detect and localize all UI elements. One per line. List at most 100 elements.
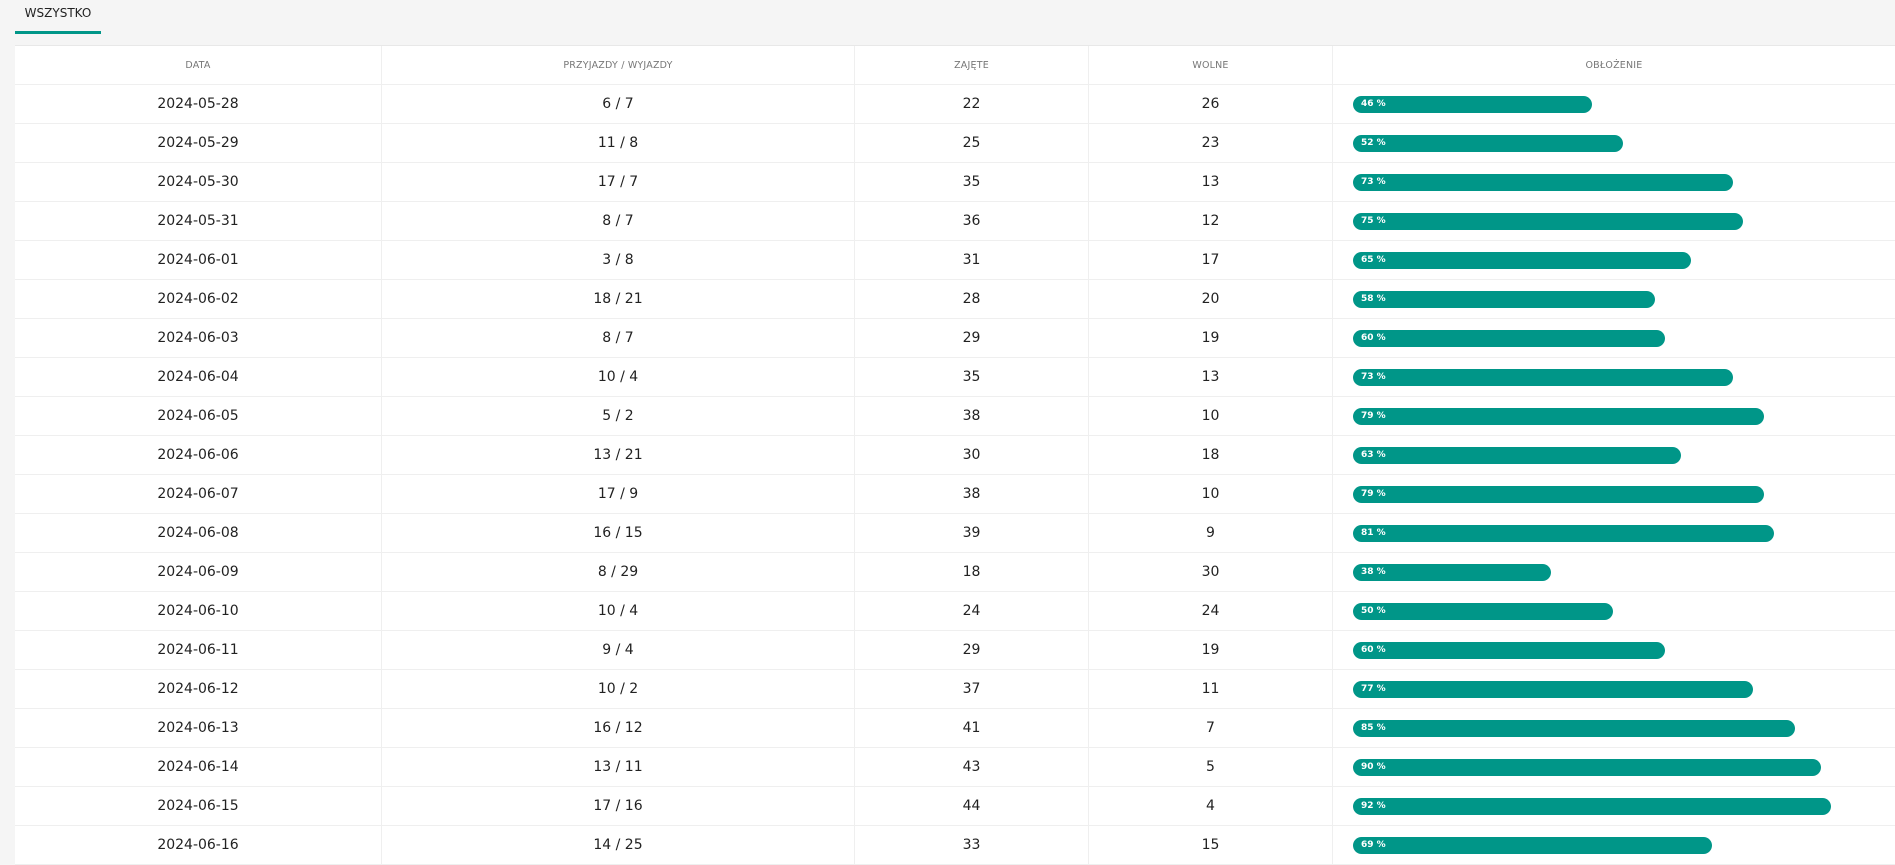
- table-row[interactable]: 2024-06-02 18 / 21 28 20 58 %: [15, 280, 1895, 319]
- occupancy-bar-track: 73 %: [1353, 368, 1873, 386]
- column-header-arrivals-departures[interactable]: PRZYJAZDY / WYJAZDY: [382, 46, 855, 84]
- occupied-cell: 37: [855, 670, 1089, 708]
- date-cell: 2024-06-03: [15, 319, 382, 357]
- column-header-date[interactable]: DATA: [15, 46, 382, 84]
- occupancy-label: 52 %: [1361, 137, 1386, 148]
- table-row[interactable]: 2024-06-09 8 / 29 18 30 38 %: [15, 553, 1895, 592]
- occupancy-label: 79 %: [1361, 488, 1386, 499]
- arrivals-departures-cell: 17 / 7: [382, 163, 855, 201]
- arrivals-departures-cell: 18 / 21: [382, 280, 855, 318]
- occupancy-cell: 79 %: [1333, 475, 1895, 513]
- table-row[interactable]: 2024-06-13 16 / 12 41 7 85 %: [15, 709, 1895, 748]
- occupancy-bar: 46 %: [1353, 95, 1593, 113]
- table-row[interactable]: 2024-06-10 10 / 4 24 24 50 %: [15, 592, 1895, 631]
- table-row[interactable]: 2024-06-05 5 / 2 38 10 79 %: [15, 397, 1895, 436]
- free-cell: 18: [1089, 436, 1333, 474]
- occupied-cell: 35: [855, 358, 1089, 396]
- date-cell: 2024-06-09: [15, 553, 382, 591]
- table-row[interactable]: 2024-05-30 17 / 7 35 13 73 %: [15, 163, 1895, 202]
- free-cell: 20: [1089, 280, 1333, 318]
- date-cell: 2024-05-31: [15, 202, 382, 240]
- tab-wszystko[interactable]: WSZYSTKO: [15, 0, 101, 34]
- table-row[interactable]: 2024-06-11 9 / 4 29 19 60 %: [15, 631, 1895, 670]
- occupancy-bar-track: 90 %: [1353, 758, 1873, 776]
- free-cell: 13: [1089, 163, 1333, 201]
- free-cell: 11: [1089, 670, 1333, 708]
- table-row[interactable]: 2024-06-14 13 / 11 43 5 90 %: [15, 748, 1895, 787]
- occupancy-cell: 46 %: [1333, 85, 1895, 123]
- occupancy-bar: 63 %: [1353, 446, 1681, 464]
- occupancy-bar-track: 65 %: [1353, 251, 1873, 269]
- free-cell: 30: [1089, 553, 1333, 591]
- free-cell: 13: [1089, 358, 1333, 396]
- date-cell: 2024-06-14: [15, 748, 382, 786]
- occupancy-cell: 73 %: [1333, 358, 1895, 396]
- free-cell: 12: [1089, 202, 1333, 240]
- occupancy-label: 77 %: [1361, 683, 1386, 694]
- column-header-free[interactable]: WOLNE: [1089, 46, 1333, 84]
- tab-label: WSZYSTKO: [24, 6, 92, 20]
- occupancy-label: 63 %: [1361, 449, 1386, 460]
- date-cell: 2024-06-15: [15, 787, 382, 825]
- table-row[interactable]: 2024-06-08 16 / 15 39 9 81 %: [15, 514, 1895, 553]
- arrivals-departures-cell: 16 / 12: [382, 709, 855, 747]
- occupancy-bar: 52 %: [1353, 134, 1624, 152]
- occupancy-bar: 69 %: [1353, 836, 1712, 854]
- date-cell: 2024-05-28: [15, 85, 382, 123]
- occupancy-bar: 77 %: [1353, 680, 1754, 698]
- occupancy-label: 50 %: [1361, 605, 1386, 616]
- arrivals-departures-cell: 13 / 21: [382, 436, 855, 474]
- date-cell: 2024-06-13: [15, 709, 382, 747]
- occupancy-table: DATA PRZYJAZDY / WYJAZDY ZAJĘTE WOLNE OB…: [15, 45, 1895, 865]
- free-cell: 15: [1089, 826, 1333, 864]
- occupancy-label: 69 %: [1361, 839, 1386, 850]
- table-row[interactable]: 2024-06-12 10 / 2 37 11 77 %: [15, 670, 1895, 709]
- occupancy-label: 65 %: [1361, 254, 1386, 265]
- occupancy-bar-track: 58 %: [1353, 290, 1873, 308]
- occupancy-bar-track: 46 %: [1353, 95, 1873, 113]
- arrivals-departures-cell: 10 / 4: [382, 358, 855, 396]
- table-row[interactable]: 2024-06-15 17 / 16 44 4 92 %: [15, 787, 1895, 826]
- table-row[interactable]: 2024-05-28 6 / 7 22 26 46 %: [15, 85, 1895, 124]
- occupied-cell: 29: [855, 319, 1089, 357]
- table-row[interactable]: 2024-06-01 3 / 8 31 17 65 %: [15, 241, 1895, 280]
- occupied-cell: 31: [855, 241, 1089, 279]
- table-row[interactable]: 2024-06-07 17 / 9 38 10 79 %: [15, 475, 1895, 514]
- date-cell: 2024-06-07: [15, 475, 382, 513]
- occupancy-cell: 90 %: [1333, 748, 1895, 786]
- occupancy-bar: 50 %: [1353, 602, 1613, 620]
- table-row[interactable]: 2024-06-03 8 / 7 29 19 60 %: [15, 319, 1895, 358]
- occupied-cell: 36: [855, 202, 1089, 240]
- occupied-cell: 28: [855, 280, 1089, 318]
- date-cell: 2024-06-01: [15, 241, 382, 279]
- occupied-cell: 24: [855, 592, 1089, 630]
- occupied-cell: 44: [855, 787, 1089, 825]
- occupancy-bar-track: 60 %: [1353, 329, 1873, 347]
- arrivals-departures-cell: 13 / 11: [382, 748, 855, 786]
- free-cell: 7: [1089, 709, 1333, 747]
- occupancy-label: 73 %: [1361, 176, 1386, 187]
- free-cell: 26: [1089, 85, 1333, 123]
- date-cell: 2024-05-29: [15, 124, 382, 162]
- occupied-cell: 22: [855, 85, 1089, 123]
- arrivals-departures-cell: 17 / 16: [382, 787, 855, 825]
- occupancy-cell: 81 %: [1333, 514, 1895, 552]
- arrivals-departures-cell: 5 / 2: [382, 397, 855, 435]
- table-row[interactable]: 2024-06-06 13 / 21 30 18 63 %: [15, 436, 1895, 475]
- occupancy-bar-track: 79 %: [1353, 485, 1873, 503]
- date-cell: 2024-06-06: [15, 436, 382, 474]
- table-row[interactable]: 2024-05-29 11 / 8 25 23 52 %: [15, 124, 1895, 163]
- occupancy-bar-track: 50 %: [1353, 602, 1873, 620]
- occupancy-bar-track: 75 %: [1353, 212, 1873, 230]
- column-header-occupied[interactable]: ZAJĘTE: [855, 46, 1089, 84]
- table-row[interactable]: 2024-05-31 8 / 7 36 12 75 %: [15, 202, 1895, 241]
- arrivals-departures-cell: 14 / 25: [382, 826, 855, 864]
- occupancy-bar: 60 %: [1353, 329, 1665, 347]
- free-cell: 19: [1089, 631, 1333, 669]
- occupancy-bar-track: 85 %: [1353, 719, 1873, 737]
- occupancy-label: 90 %: [1361, 761, 1386, 772]
- free-cell: 5: [1089, 748, 1333, 786]
- table-header: DATA PRZYJAZDY / WYJAZDY ZAJĘTE WOLNE OB…: [15, 46, 1895, 85]
- column-header-occupancy[interactable]: OBŁOŻENIE: [1585, 59, 1643, 71]
- table-row[interactable]: 2024-06-04 10 / 4 35 13 73 %: [15, 358, 1895, 397]
